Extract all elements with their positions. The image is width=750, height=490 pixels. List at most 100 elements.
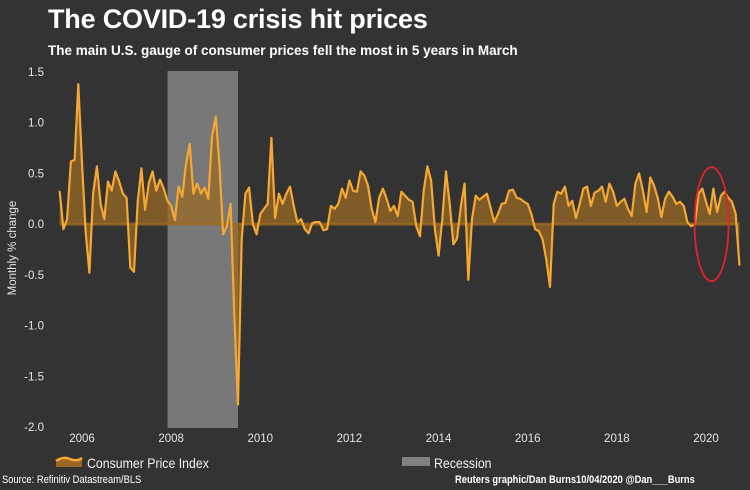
legend-cpi-area-icon (56, 458, 82, 467)
chart-title: The COVID-19 crisis hit prices (48, 4, 428, 34)
cpi-point (363, 174, 365, 176)
cpi-point (545, 258, 547, 260)
cpi-point (148, 181, 150, 183)
cpi-point (664, 198, 666, 200)
cpi-point (515, 197, 517, 199)
cpi-point (419, 235, 421, 237)
cpi-point (471, 218, 473, 220)
cpi-point (504, 202, 506, 204)
cpi-point (671, 196, 673, 198)
cpi-point (345, 197, 347, 199)
cpi-point (389, 210, 391, 212)
cpi-point (359, 170, 361, 172)
y-tick-label: -1.0 (24, 321, 44, 333)
cpi-point (634, 182, 636, 184)
cpi-point (181, 196, 183, 198)
cpi-point (549, 286, 551, 288)
cpi-point (400, 191, 402, 193)
cpi-point (657, 197, 659, 199)
cpi-point (649, 176, 651, 178)
cpi-point (211, 136, 213, 138)
cpi-point (241, 238, 243, 240)
cpi-point (374, 221, 376, 223)
cpi-point (411, 201, 413, 203)
cpi-point (638, 172, 640, 174)
x-tick-label: 2006 (69, 433, 95, 445)
cpi-point (85, 231, 87, 233)
cpi-point (371, 208, 373, 210)
x-tick-label: 2014 (426, 433, 452, 445)
cpi-point (200, 193, 202, 195)
cpi-point (159, 178, 161, 180)
cpi-point (222, 233, 224, 235)
cpi-point (92, 193, 94, 195)
cpi-point (133, 271, 135, 273)
y-axis-ticks: 1.5 1.0 0.5 0.0 -0.5 -1.0 -1.5 -2.0 (24, 67, 44, 434)
cpi-point (289, 185, 291, 187)
cpi-point (88, 272, 90, 274)
cpi-point (166, 200, 168, 202)
legend-cpi-line-icon (55, 456, 83, 463)
cpi-point (538, 230, 540, 232)
cpi-point (125, 197, 127, 199)
cpi-point (560, 193, 562, 195)
cpi-point (315, 221, 317, 223)
cpi-point (683, 205, 685, 207)
cpi-point (605, 201, 607, 203)
cpi-point (452, 243, 454, 245)
cpi-point (114, 170, 116, 172)
x-tick-label: 2016 (515, 433, 541, 445)
cpi-point (449, 203, 451, 205)
cpi-point (475, 195, 477, 197)
cpi-point (404, 195, 406, 197)
cpi-point (712, 187, 714, 189)
cpi-point (530, 213, 532, 215)
cpi-point (311, 222, 313, 224)
cpi-point (304, 228, 306, 230)
cpi-point (107, 180, 109, 182)
cpi-point (623, 198, 625, 200)
cpi-point (645, 211, 647, 213)
cpi-point (137, 201, 139, 203)
cpi-point (330, 205, 332, 207)
cpi-point (534, 228, 536, 230)
x-tick-label: 2012 (337, 433, 363, 445)
x-axis-ticks: 2006 2008 2010 2012 2014 2016 2018 2020 (69, 433, 719, 445)
cpi-point (129, 267, 131, 269)
cpi-point (679, 201, 681, 203)
cpi-point (612, 191, 614, 193)
cpi-point (571, 200, 573, 202)
cpi-point (163, 187, 165, 189)
cpi-point (426, 165, 428, 167)
highlight-ellipse (693, 166, 730, 283)
cpi-point (233, 314, 235, 316)
cpi-point (675, 203, 677, 205)
cpi-point (385, 198, 387, 200)
cpi-point (215, 115, 217, 117)
cpi-point (642, 190, 644, 192)
cpi-point (229, 203, 231, 205)
cpi-point (497, 213, 499, 215)
cpi-point (523, 201, 525, 203)
cpi-point (489, 207, 491, 209)
cpi-point (248, 186, 250, 188)
cpi-point (207, 198, 209, 200)
cpi-point (467, 279, 469, 281)
cpi-point (690, 225, 692, 227)
cpi-point (122, 193, 124, 195)
credit-note: Reuters graphic/Dan Burns10/04/2020 @Dan… (455, 474, 695, 486)
cpi-point (653, 184, 655, 186)
legend-recession-swatch (402, 457, 430, 466)
cpi-point (226, 225, 228, 227)
cpi-point (527, 203, 529, 205)
cpi-point (218, 162, 220, 164)
cpi-point (393, 205, 395, 207)
cpi-point (486, 193, 488, 195)
cpi-point (174, 219, 176, 221)
cpi-point (192, 193, 194, 195)
cpi-point (378, 197, 380, 199)
cpi-point (735, 213, 737, 215)
cpi-line-layer (58, 83, 741, 406)
cpi-point (586, 185, 588, 187)
